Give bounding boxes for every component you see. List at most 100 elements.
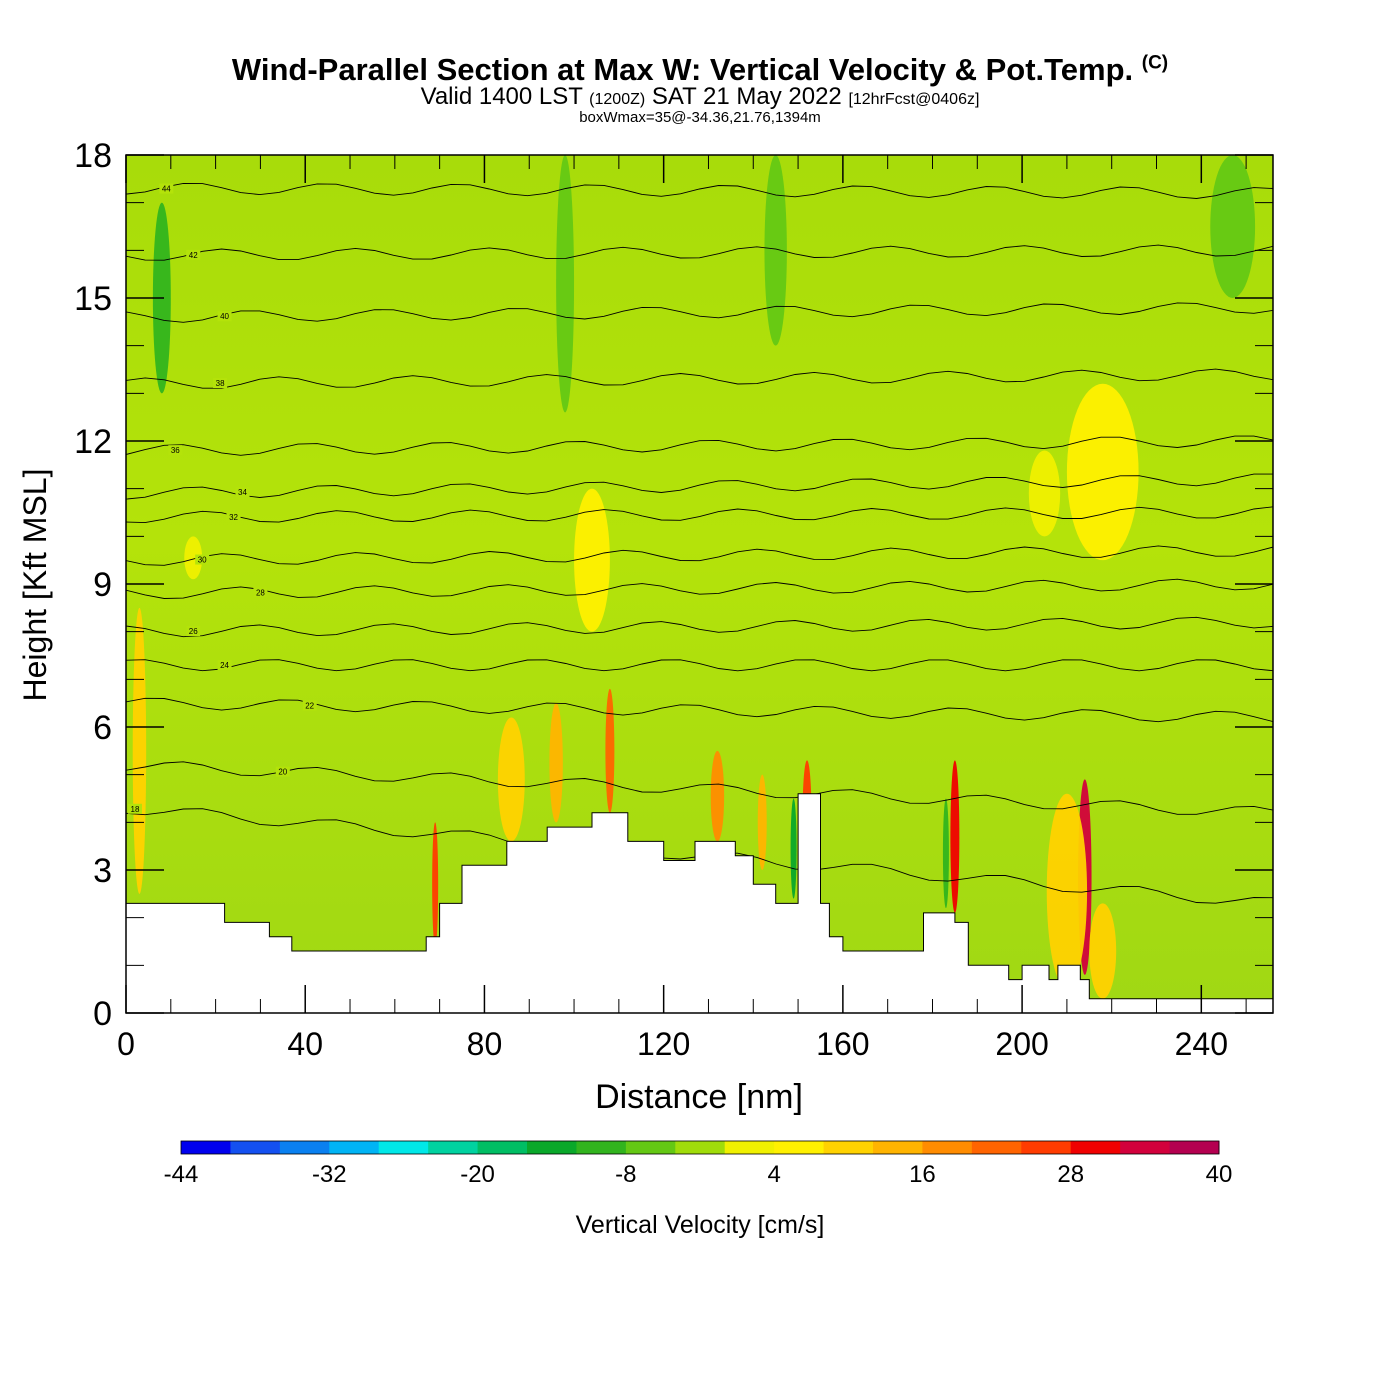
- w-cell-1: [432, 822, 439, 947]
- theta-label-bg-34: [235, 486, 250, 497]
- colorbar-tick-label: -20: [460, 1161, 495, 1188]
- theta-label-bg-24: [217, 660, 232, 671]
- colorbar-bin-3: [329, 1141, 380, 1154]
- colorbar-tick-label: 16: [909, 1161, 936, 1188]
- colorbar-bin-15: [922, 1141, 973, 1154]
- theta-label-bg-36: [168, 445, 183, 456]
- colorbar-bin-6: [477, 1141, 528, 1154]
- colorbar-bin-17: [1021, 1141, 1072, 1154]
- chart-title: Wind-Parallel Section at Max W: Vertical…: [0, 52, 1400, 88]
- x-tick-label: 200: [995, 1026, 1048, 1062]
- theta-label-22: 22: [305, 701, 314, 710]
- y-tick-label: 6: [93, 709, 112, 747]
- w-cell-6: [710, 750, 725, 842]
- colorbar-tick-label: -44: [164, 1161, 199, 1188]
- theta-contour-36: [126, 435, 1273, 456]
- theta-label-32: 32: [229, 513, 238, 522]
- colorbar-bin-14: [873, 1141, 923, 1154]
- colorbar-tick-label: 28: [1057, 1161, 1084, 1188]
- x-axis-label: Distance [nm]: [595, 1078, 803, 1116]
- theta-label-18: 18: [131, 805, 140, 814]
- plot-area: 18 20 22 24 26 28 30 32 34 36 38 40 42 44: [126, 155, 1273, 1013]
- theta-label-bg-44: [159, 183, 174, 194]
- y-tick-label: 0: [93, 995, 112, 1033]
- colorbar-bin-9: [625, 1141, 676, 1154]
- theta-label-bg-30: [195, 554, 210, 565]
- x-tick-label: 0: [117, 1026, 135, 1062]
- colorbar-bin-12: [774, 1141, 825, 1154]
- colorbar-bin-1: [230, 1141, 281, 1154]
- colorbar-tick-label: -32: [312, 1161, 347, 1188]
- y-tick-label: 15: [74, 280, 112, 318]
- theta-contour-44: [126, 182, 1273, 199]
- theta-label-bg-22: [302, 700, 317, 711]
- x-tick-label: 240: [1175, 1026, 1228, 1062]
- colorbar-bin-13: [823, 1141, 874, 1154]
- theta-label-36: 36: [171, 446, 180, 455]
- theta-label-38: 38: [216, 379, 225, 388]
- y-tick-label: 12: [74, 423, 112, 461]
- theta-contour-32: [126, 506, 1273, 524]
- x-tick-label: 160: [816, 1026, 869, 1062]
- valid-time: Valid 1400 LST: [420, 83, 583, 110]
- y-tick-label: 18: [74, 137, 112, 175]
- theta-label-20: 20: [278, 768, 287, 777]
- theta-label-bg-20: [275, 766, 290, 777]
- theta-contour-42: [126, 244, 1273, 261]
- colorbar-tick-label: -8: [615, 1161, 636, 1188]
- colorbar-bin-8: [576, 1141, 627, 1154]
- theta-label-bg-18: [127, 803, 142, 814]
- theta-label-bg-26: [186, 626, 201, 637]
- w-cell-4: [605, 688, 615, 813]
- colorbar-bin-19: [1120, 1141, 1171, 1154]
- colorbar-bin-20: [1169, 1141, 1220, 1154]
- colorbar-tick-label: 4: [767, 1161, 780, 1188]
- forecast-info: [12hrFcst@0406z]: [848, 91, 980, 108]
- w-cell-20: [184, 536, 203, 580]
- theta-contour-40: [126, 302, 1273, 323]
- theta-contour-28: [126, 578, 1273, 599]
- theta-label-28: 28: [256, 588, 265, 597]
- y-tick-label: 9: [93, 566, 112, 604]
- box-info: boxWmax=35@-34.36,21.76,1394m: [579, 109, 821, 126]
- valid-date: SAT 21 May 2022: [651, 83, 842, 110]
- theta-contour-24: [126, 659, 1273, 672]
- colorbar-bin-11: [724, 1141, 775, 1154]
- w-cell-2: [497, 717, 525, 842]
- w-cell-5: [574, 488, 610, 632]
- theta-contour-26: [126, 616, 1273, 638]
- theta-contour-30: [126, 545, 1273, 566]
- theta-contour-34: [126, 473, 1273, 500]
- theta-contour-20: [126, 761, 1273, 815]
- x-tick-label: 40: [287, 1026, 323, 1062]
- w-cell-12: [1089, 903, 1117, 999]
- x-tick-label: 80: [467, 1026, 503, 1062]
- w-cell-17: [764, 155, 787, 346]
- colorbar-bin-0: [181, 1141, 231, 1154]
- y-tick-label: 3: [93, 852, 112, 890]
- colorbar-bin-4: [378, 1141, 429, 1154]
- colorbar-bin-5: [428, 1141, 479, 1154]
- w-cell-3: [549, 703, 563, 823]
- colorbar-bin-2: [279, 1141, 330, 1154]
- theta-contour-22: [126, 697, 1273, 723]
- copyright-mark: (C): [1141, 52, 1169, 74]
- theta-label-42: 42: [189, 251, 198, 260]
- w-cell-18: [1066, 383, 1139, 561]
- vertical-velocity-field: [132, 155, 1256, 999]
- theta-label-bg-28: [253, 587, 268, 598]
- chart-title-text: Wind-Parallel Section at Max W: Vertical…: [231, 52, 1134, 87]
- w-cell-7: [757, 774, 767, 870]
- x-tick-label: 120: [637, 1026, 690, 1062]
- w-cell-9: [950, 760, 960, 913]
- colorbar-bin-16: [971, 1141, 1022, 1154]
- colorbar-frame: [180, 1140, 1220, 1155]
- colorbar: -44 -32 -20 -8 4 16 28 40: [164, 1140, 1232, 1188]
- w-cell-16: [556, 155, 575, 413]
- theta-label-40: 40: [220, 312, 229, 321]
- colorbar-label: Vertical Velocity [cm/s]: [576, 1211, 825, 1239]
- theta-label-bg-42: [186, 249, 201, 260]
- theta-label-bg-32: [226, 511, 241, 522]
- colorbar-bin-10: [675, 1141, 726, 1154]
